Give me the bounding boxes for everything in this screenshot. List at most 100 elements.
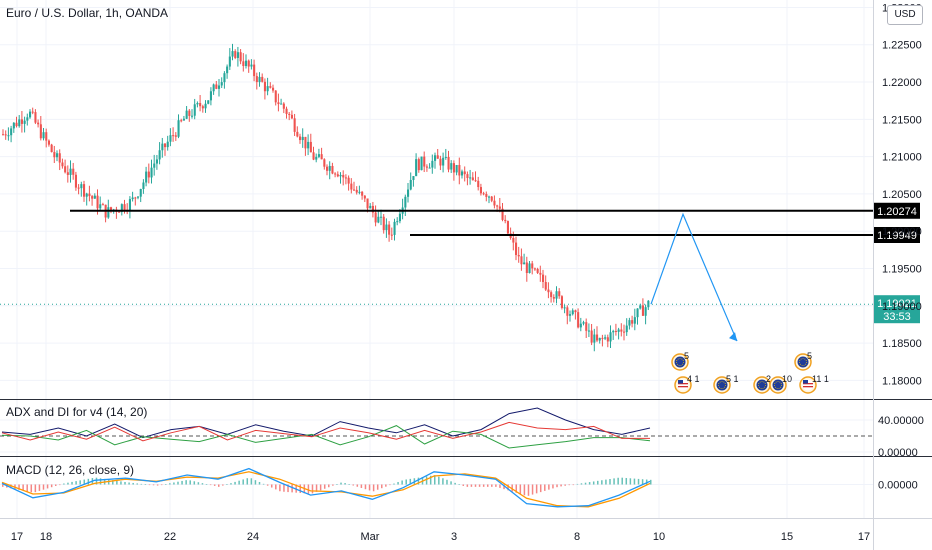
candle-body xyxy=(212,84,215,92)
economic-event-badge[interactable]: 5 xyxy=(794,351,812,371)
macd-histogram-bar xyxy=(173,482,175,485)
macd-histogram-bar xyxy=(116,480,118,485)
candle-body xyxy=(69,168,72,175)
macd-histogram-bar xyxy=(474,484,477,487)
candle-body xyxy=(223,73,226,83)
candle-body xyxy=(517,255,520,257)
candle-body xyxy=(137,196,140,198)
economic-event-badge[interactable]: 5 1 xyxy=(713,374,739,394)
candle-body xyxy=(477,180,480,188)
macd-histogram-bar xyxy=(588,482,591,485)
candle-body xyxy=(577,312,580,328)
candle-body xyxy=(409,179,412,190)
macd-histogram-bar xyxy=(385,484,387,487)
bar-countdown-label: 33:53 xyxy=(883,311,911,323)
candle-body xyxy=(312,152,315,160)
candle-body xyxy=(525,262,528,274)
candle-body xyxy=(593,334,596,343)
candle-body xyxy=(293,118,296,132)
candle-body xyxy=(587,330,590,332)
macd-histogram-bar xyxy=(209,484,212,486)
candle-body xyxy=(361,191,364,196)
time-tick-label: 24 xyxy=(247,531,259,543)
candle-body xyxy=(461,171,464,176)
candle-body xyxy=(47,140,50,145)
candle-body xyxy=(334,173,337,175)
candle-body xyxy=(201,106,204,109)
macd-histogram-bar xyxy=(254,480,257,485)
candle-body xyxy=(533,268,536,270)
candle-body xyxy=(515,242,518,256)
level-price-label: 1.19949 xyxy=(877,230,917,242)
time-tick-label: 10 xyxy=(653,531,665,543)
macd-histogram-bar xyxy=(597,480,599,485)
candle-body xyxy=(601,337,604,339)
event-count-label: 4 1 xyxy=(687,374,700,384)
macd-histogram-bar xyxy=(442,478,444,485)
macd-histogram-bar xyxy=(584,482,587,485)
macd-histogram-bar xyxy=(279,484,281,492)
macd-histogram-bar xyxy=(169,483,171,485)
macd-histogram-bar xyxy=(458,484,460,486)
candle-body xyxy=(531,263,534,269)
macd-histogram-bar xyxy=(446,479,448,485)
candle-body xyxy=(444,156,447,158)
macd-histogram-bar xyxy=(63,483,65,485)
candle-body xyxy=(639,305,642,309)
candle-body xyxy=(506,221,509,234)
candle-body xyxy=(215,84,218,89)
us-canton-icon xyxy=(678,380,683,384)
currency-button[interactable]: USD xyxy=(887,5,923,25)
event-count-label: 2 xyxy=(766,374,771,384)
macd-histogram-bar xyxy=(79,480,81,485)
candle-body xyxy=(307,141,310,149)
macd-histogram-bar xyxy=(230,483,232,485)
economic-event-badge[interactable]: 4 1 xyxy=(674,374,700,394)
candle-body xyxy=(209,91,212,101)
macd-histogram-bar xyxy=(315,484,318,492)
candle-body xyxy=(571,310,574,315)
economic-event-badge[interactable]: 11 1 xyxy=(799,374,829,394)
macd-histogram-bar xyxy=(50,484,53,488)
candle-body xyxy=(101,204,104,206)
candle-body xyxy=(434,155,437,161)
macd-histogram-bar xyxy=(560,484,562,487)
candle-body xyxy=(258,76,261,83)
macd-histogram-bar xyxy=(621,477,623,485)
candle-body xyxy=(45,132,48,141)
economic-event-badge[interactable]: 10 xyxy=(769,374,792,394)
candle-body xyxy=(317,154,320,157)
macd-histogram-bar xyxy=(486,484,489,487)
candle-body xyxy=(388,224,391,235)
candle-body xyxy=(606,337,609,342)
candle-body xyxy=(80,184,83,189)
economic-event-badge[interactable]: 2 xyxy=(753,374,771,394)
candle-body xyxy=(155,159,158,164)
macd-histogram-bar xyxy=(136,483,138,485)
candle-body xyxy=(207,100,210,104)
candle-body xyxy=(425,166,428,168)
macd-histogram-bar xyxy=(348,484,350,485)
candle-body xyxy=(479,187,482,194)
economic-event-badge[interactable]: 5 xyxy=(671,351,689,371)
candle-body xyxy=(439,158,442,166)
candle-body xyxy=(304,136,307,149)
candle-body xyxy=(342,174,345,178)
candle-body xyxy=(323,159,326,167)
projection-path[interactable] xyxy=(650,212,738,342)
macd-histogram-bar xyxy=(266,484,269,486)
macd-histogram-bar xyxy=(425,476,428,485)
candle-body xyxy=(620,329,623,332)
candle-body xyxy=(512,237,515,243)
events-layer[interactable]: 5 4 1 5 1 2 10 5 11 1 xyxy=(671,351,829,394)
candle-body xyxy=(220,82,223,86)
candle-body xyxy=(569,314,572,316)
time-tick-label: Mar xyxy=(361,531,380,543)
eu-stars-icon xyxy=(758,381,766,389)
macd-histogram-bar xyxy=(527,484,530,496)
macd-histogram-bar xyxy=(222,484,224,486)
candle-body xyxy=(558,291,561,297)
candle-body xyxy=(250,64,253,67)
candle-body xyxy=(504,219,507,222)
candle-body xyxy=(4,134,7,136)
